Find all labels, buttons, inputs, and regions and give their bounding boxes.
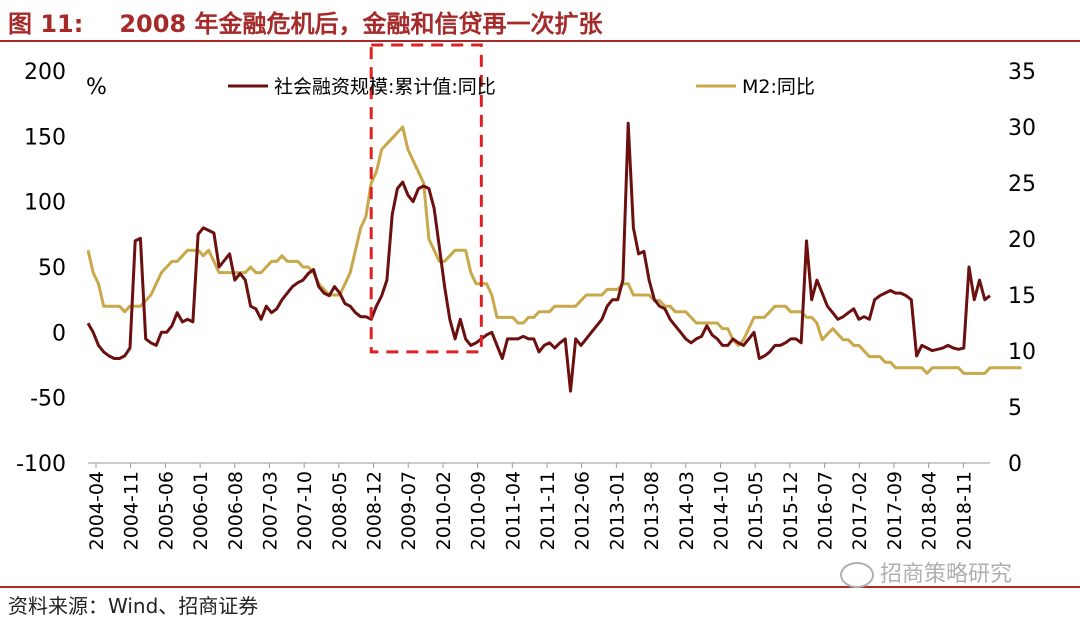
x-tick-label: 2014-10: [710, 471, 732, 550]
legend-label-series1: 社会融资规模:累计值:同比: [274, 76, 496, 98]
x-tick-label: 2010-09: [468, 471, 490, 550]
figure-title: 图 11: 2008 年金融危机后，金融和信贷再一次扩张: [8, 4, 603, 38]
x-tick-label: 2018-04: [919, 471, 941, 550]
right-tick-label: 25: [1008, 172, 1036, 197]
right-tick-label: 35: [1008, 60, 1036, 85]
right-tick-label: 5: [1008, 396, 1022, 421]
x-tick-label: 2008-05: [329, 471, 351, 550]
x-tick-label: 2006-08: [225, 471, 247, 550]
left-tick-label: 100: [24, 191, 66, 216]
figure-number: 图 11:: [8, 10, 84, 38]
x-tick-label: 2017-09: [884, 471, 906, 550]
x-tick-label: 2012-06: [572, 471, 594, 550]
x-tick-label: 2011-11: [537, 471, 559, 550]
source-note: 资料来源：Wind、招商证券: [8, 594, 259, 618]
x-tick-label: 2010-02: [433, 471, 455, 550]
legend: 社会融资规模:累计值:同比 M2:同比: [228, 76, 815, 98]
x-tick-label: 2004-04: [86, 471, 108, 550]
right-tick-label: 20: [1008, 228, 1036, 253]
x-tick-label: 2018-11: [953, 471, 975, 550]
right-tick-label: 30: [1008, 116, 1036, 141]
x-tick-label: 2015-12: [780, 471, 802, 550]
wechat-icon: [840, 562, 874, 588]
series-line-social-financing: [86, 121, 991, 393]
footer-rule: [0, 586, 1080, 588]
x-tick-label: 2004-11: [121, 471, 143, 550]
title-rule: [0, 40, 1080, 42]
left-tick-label: -100: [16, 452, 66, 477]
highlight-box: [369, 43, 483, 354]
x-tick-label: 2014-03: [676, 471, 698, 550]
left-tick-label: 0: [52, 321, 66, 346]
x-tick-label: 2015-05: [745, 471, 767, 550]
right-tick-label: 15: [1008, 284, 1036, 309]
unit-label: %: [86, 75, 107, 100]
x-tick-label: 2007-10: [294, 471, 316, 550]
x-tick-label: 2013-08: [641, 471, 663, 550]
x-tick-label: 2017-02: [849, 471, 871, 550]
left-tick-label: -50: [30, 387, 66, 412]
left-tick-label: 50: [38, 256, 66, 281]
x-tick-label: 2013-01: [606, 471, 628, 550]
x-tick-label: 2008-12: [364, 471, 386, 550]
left-tick-label: 200: [24, 60, 66, 85]
x-tick-label: 2007-03: [259, 471, 281, 550]
left-tick-label: 150: [24, 125, 66, 150]
figure-title-text: 2008 年金融危机后，金融和信贷再一次扩张: [119, 10, 603, 38]
legend-label-series2: M2:同比: [742, 76, 815, 98]
x-tick-labels: 2004-04 2004-11 2005-06 2006-01 2006-08 2007-…: [86, 471, 975, 550]
series-lines: [86, 121, 1022, 393]
watermark: 招商策略研究: [840, 556, 1012, 588]
watermark-text: 招商策略研究: [880, 562, 1013, 587]
right-tick-label: 0: [1008, 452, 1022, 477]
x-tick-label: 2009-07: [398, 471, 420, 550]
x-tick-label: 2006-01: [190, 471, 212, 550]
x-tick-label: 2016-07: [815, 471, 837, 550]
right-tick-label: 10: [1008, 340, 1036, 365]
series-line-m2: [86, 125, 1022, 375]
x-tick-label: 2005-06: [155, 471, 177, 550]
x-tick-label: 2011-04: [502, 471, 524, 550]
